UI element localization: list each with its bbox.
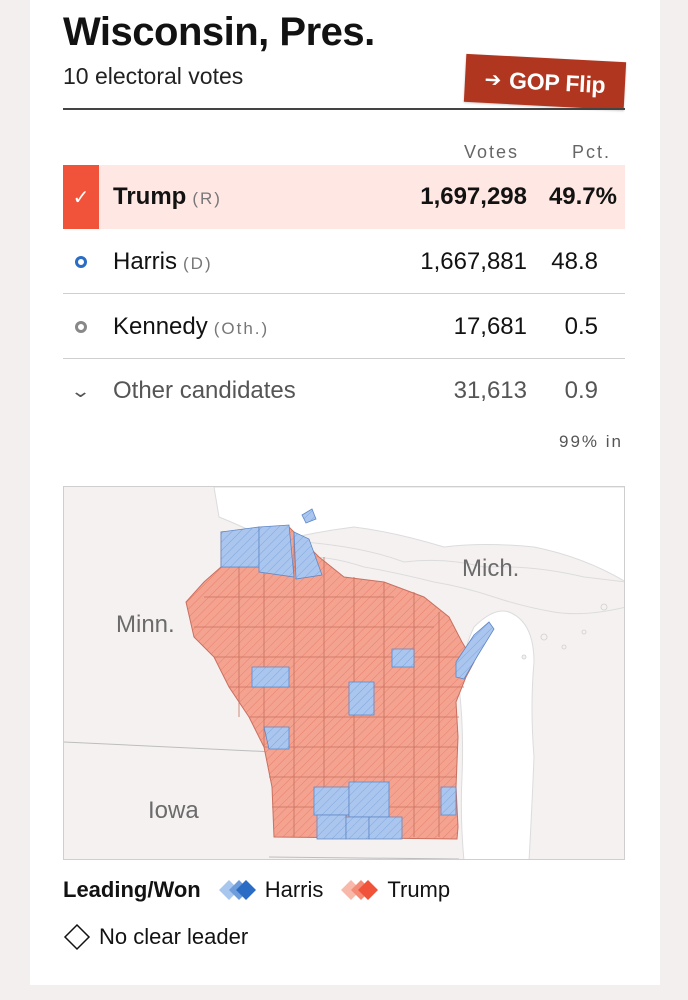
checkmark-icon: ✓ (63, 165, 99, 229)
candidate-party: (Oth.) (213, 318, 270, 338)
candidate-party: (D) (183, 253, 213, 273)
legend-no-leader-label: No clear leader (99, 924, 249, 949)
candidate-name: Kennedy (113, 312, 208, 340)
map-legend: Leading/Won Harris Trump (63, 877, 468, 903)
lake-michigan (458, 610, 535, 859)
chevron-down-icon[interactable]: ⌄ (70, 380, 92, 401)
candidate-row-harris: Harris (D) 1,667,881 48.8 (63, 230, 625, 294)
legend-no-leader: No clear leader (63, 923, 248, 951)
candidate-votes: 17,681 (453, 312, 527, 340)
candidate-votes: 1,667,881 (420, 247, 527, 275)
county-map[interactable]: Minn. Mich. Iowa (63, 486, 625, 860)
legend-harris-label: Harris (264, 877, 324, 902)
legend-item-harris: Harris (218, 877, 324, 903)
kennedy-dot-icon (75, 320, 87, 333)
candidate-pct: 49.7% (548, 183, 617, 210)
michigan-up (303, 541, 624, 615)
wisconsin-map-svg (64, 487, 624, 859)
reporting-status: 99% in (559, 432, 623, 451)
map-label-mich: Mich. (462, 555, 520, 582)
legend-title: Leading/Won (63, 877, 201, 902)
other-candidates-row[interactable]: ⌄ Other candidates 31,613 0.9 (63, 359, 625, 423)
votes-column-header: Votes (464, 142, 520, 162)
page-title: Wisconsin, Pres. (63, 10, 375, 54)
title-divider (63, 108, 625, 110)
candidate-row-trump: ✓ Trump (R) 1,697,298 49.7% (63, 165, 625, 229)
candidate-votes: 1,697,298 (420, 183, 527, 210)
candidate-name: Harris (113, 247, 177, 275)
candidate-votes: 31,613 (453, 377, 527, 404)
candidate-party: (R) (192, 189, 222, 208)
candidate-row-kennedy: Kennedy (Oth.) 17,681 0.5 (63, 295, 625, 359)
trump-diamond-icon (341, 880, 379, 900)
candidate-name[interactable]: Other candidates (113, 377, 296, 404)
empty-diamond-icon (63, 923, 91, 951)
candidate-pct: 0.5 (564, 312, 598, 340)
harris-dot-icon (75, 255, 87, 268)
candidate-pct: 48.8 (551, 247, 598, 275)
gop-flip-badge: ➔ GOP Flip (463, 53, 627, 111)
candidate-name: Trump (113, 183, 187, 210)
electoral-votes-subtitle: 10 electoral votes (63, 63, 244, 89)
pct-column-header: Pct. (572, 142, 612, 162)
arrow-right-icon: ➔ (484, 68, 502, 92)
harris-counties (220, 508, 495, 840)
harris-diamond-icon (218, 880, 256, 900)
flip-badge-label: GOP Flip (508, 66, 607, 98)
legend-item-trump: Trump (341, 877, 450, 903)
candidate-pct: 0.9 (564, 377, 598, 404)
legend-trump-label: Trump (387, 877, 451, 902)
map-label-iowa: Iowa (148, 797, 199, 824)
map-label-minn: Minn. (116, 611, 175, 638)
